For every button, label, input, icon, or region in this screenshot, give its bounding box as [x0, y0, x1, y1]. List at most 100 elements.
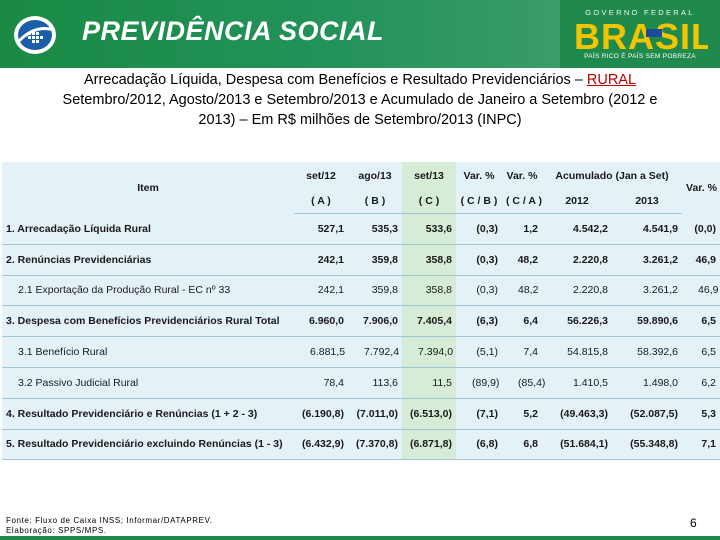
row-item: 2.1 Exportação da Produção Rural - EC nº… — [2, 275, 294, 307]
cell-var-acc: (0,0) — [682, 213, 720, 245]
table-row: 3.2 Passivo Judicial Rural 78,4 113,6 11… — [2, 367, 720, 399]
footer-source-line: Fonte: Fluxo de Caixa INSS; Informar/DAT… — [6, 516, 213, 525]
cell-set12: 6.960,0 — [294, 305, 348, 338]
header-set13: set/13 — [402, 162, 456, 189]
cell-acc-2013: 3.261,2 — [612, 244, 683, 276]
title-line-1: Arrecadação Líquida, Despesa com Benefíc… — [8, 70, 712, 90]
title-line-2: Setembro/2012, Agosto/2013 e Setembro/20… — [62, 92, 658, 108]
row-item: 1. Arrecadação Líquida Rural — [2, 213, 294, 245]
table-row: 3.1 Benefício Rural 6.881,5 7.792,4 7.39… — [2, 336, 720, 368]
cell-acc-2013: 3.261,2 — [612, 275, 683, 307]
cell-var-cb: (5,1) — [456, 336, 502, 368]
header-code-b: ( B ) — [348, 189, 402, 214]
table-header-row-2: ( A ) ( B ) ( C ) ( C / B ) ( C / A ) 20… — [2, 189, 720, 214]
cell-ago13: 359,8 — [348, 244, 402, 276]
cell-acc-2012: (51.684,1) — [542, 429, 612, 461]
brasil-wordmark-text: BRASIL — [574, 17, 708, 53]
header-code-a: ( A ) — [294, 189, 348, 214]
cell-set12: (6.190,8) — [294, 398, 348, 430]
header-var-cb: Var. % — [456, 162, 502, 189]
cell-var-acc: 46,9 — [682, 244, 720, 276]
cell-acc-2013: (52.087,5) — [612, 398, 683, 430]
cell-acc-2013: 59.890,6 — [612, 305, 683, 338]
cell-set13: 11,5 — [402, 367, 456, 399]
brasil-wordmark-icon: BRASIL — [572, 17, 708, 53]
cell-set12: 242,1 — [294, 275, 348, 307]
cell-acc-2012: (49.463,3) — [542, 398, 612, 430]
table-row: 2. Renúncias Previdenciárias 242,1 359,8… — [2, 244, 720, 276]
header-year-2013: 2013 — [612, 189, 683, 214]
cell-ago13: 535,3 — [348, 213, 402, 245]
cell-var-ca: 1,2 — [502, 213, 542, 245]
cell-set13: 358,8 — [402, 275, 456, 307]
header-ago13: ago/13 — [348, 162, 402, 189]
table-header-row-1: Item set/12 ago/13 set/13 Var. % Var. % … — [2, 162, 720, 214]
brand-title: PREVIDÊNCIA SOCIAL — [82, 16, 385, 46]
header-code-cb: ( C / B ) — [456, 189, 502, 214]
title-line-1-text: Arrecadação Líquida, Despesa com Benefíc… — [83, 72, 587, 88]
cell-ago13: 7.792,4 — [348, 336, 402, 368]
page-number: 6 — [690, 516, 697, 530]
cell-ago13: 359,8 — [348, 275, 402, 307]
cell-set13: 533,6 — [402, 213, 456, 245]
cell-set13: 358,8 — [402, 244, 456, 276]
row-item: 3. Despesa com Benefícios Previdenciário… — [2, 305, 294, 338]
cell-ago13: (7.370,8) — [348, 429, 402, 461]
cell-var-acc: 6,5 — [682, 305, 720, 338]
header-gradient — [0, 0, 560, 68]
header-item: Item — [2, 162, 294, 214]
governo-slogan: PAÍS RICO É PAÍS SEM POBREZA — [584, 53, 696, 60]
title-line-3: 2013) – Em R$ milhões de Setembro/2013 (… — [198, 112, 522, 128]
row-item: 3.2 Passivo Judicial Rural — [2, 367, 294, 399]
governo-federal-label: GOVERNO FEDERAL — [585, 8, 695, 17]
table-row: 3. Despesa com Benefícios Previdenciário… — [2, 305, 720, 338]
cell-set13: (6.513,0) — [402, 398, 456, 430]
cell-var-cb: (0,3) — [456, 275, 502, 307]
header-acumulado: Acumulado (Jan a Set) — [542, 162, 683, 189]
header-year-2012: 2012 — [542, 189, 612, 214]
cell-var-ca: 48,2 — [502, 244, 542, 276]
cell-var-cb: (89,9) — [456, 367, 502, 399]
header-code-ca: ( C / A ) — [502, 189, 542, 214]
cell-acc-2013: 1.498,0 — [612, 367, 683, 399]
bottom-bar — [0, 536, 720, 540]
header-var-acc: Var. % — [682, 162, 720, 214]
cell-acc-2012: 54.815,8 — [542, 336, 612, 368]
cell-set12: 6.881,5 — [294, 336, 348, 368]
cell-set12: (6.432,9) — [294, 429, 348, 461]
table-row: 1. Arrecadação Líquida Rural 527,1 535,3… — [2, 213, 720, 245]
previdencia-logo-icon — [14, 16, 56, 54]
row-item: 4. Resultado Previdenciário e Renúncias … — [2, 398, 294, 430]
cell-acc-2012: 2.220,8 — [542, 275, 612, 307]
cell-var-ca: 7,4 — [502, 336, 542, 368]
cell-ago13: 113,6 — [348, 367, 402, 399]
cell-acc-2013: 58.392,6 — [612, 336, 683, 368]
cell-var-cb: (7,1) — [456, 398, 502, 430]
header-var-ca: Var. % — [502, 162, 542, 189]
cell-acc-2013: 4.541,9 — [612, 213, 683, 245]
header-banner: PREVIDÊNCIA SOCIAL GOVERNO FEDERAL BRASI… — [0, 0, 720, 68]
cell-var-ca: (85,4) — [502, 367, 545, 399]
cell-var-ca: 5,2 — [502, 398, 542, 430]
table-row: 2.1 Exportação da Produção Rural - EC nº… — [2, 275, 720, 307]
row-item: 2. Renúncias Previdenciárias — [2, 244, 294, 276]
cell-set13: 7.394,0 — [402, 336, 456, 368]
row-item: 5. Resultado Previdenciário excluindo Re… — [2, 429, 294, 461]
table-row: 4. Resultado Previdenciário e Renúncias … — [2, 398, 720, 430]
cell-acc-2012: 1.410,5 — [542, 367, 612, 399]
cell-set13: (6.871,8) — [402, 429, 456, 461]
header-set12: set/12 — [294, 162, 348, 189]
cell-acc-2013: (55.348,8) — [612, 429, 683, 461]
cell-var-acc: 5,3 — [682, 398, 720, 430]
cell-set12: 78,4 — [294, 367, 348, 399]
cell-var-acc: 46,9 — [682, 275, 720, 307]
cell-var-ca: 48,2 — [502, 275, 542, 307]
title-highlight-rural: RURAL — [586, 72, 637, 88]
cell-var-acc: 7,1 — [682, 429, 720, 461]
cell-acc-2012: 2.220,8 — [542, 244, 612, 276]
header-code-c: ( C ) — [402, 189, 456, 214]
cell-ago13: (7.011,0) — [348, 398, 402, 430]
footer-source: Fonte: Fluxo de Caixa INSS; Informar/DAT… — [6, 516, 213, 536]
cell-acc-2012: 4.542,2 — [542, 213, 612, 245]
cell-var-cb: (6,3) — [456, 305, 502, 338]
